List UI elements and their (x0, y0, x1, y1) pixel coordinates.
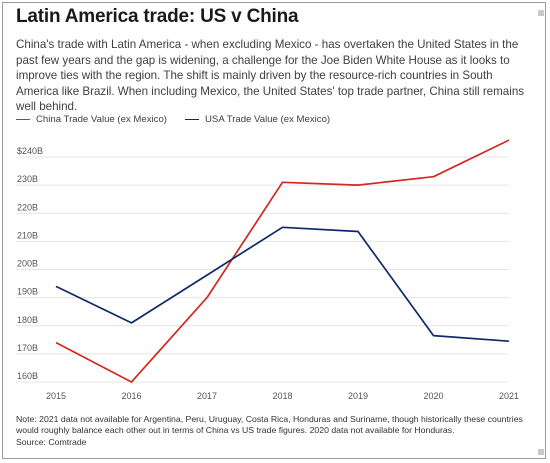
source-text: Source: Comtrade (16, 436, 87, 447)
series-line-usa (55, 226, 510, 343)
footnote-text: Note: 2021 data not available for Argent… (16, 414, 523, 436)
x-tick-label: 2019 (348, 391, 368, 401)
legend-swatch-china (16, 118, 30, 120)
x-tick-label: 2016 (121, 391, 141, 401)
legend-swatch-usa (185, 118, 199, 120)
legend-label-usa: USA Trade Value (ex Mexico) (205, 113, 331, 125)
y-tick-label: 160B (17, 371, 38, 381)
y-tick-label: $240B (17, 146, 43, 156)
x-tick-label: 2020 (423, 391, 443, 401)
legend-item-usa: USA Trade Value (ex Mexico) (185, 114, 330, 125)
x-tick-label: 2017 (197, 391, 217, 401)
series-line-china (55, 139, 510, 383)
chart-subtitle: China's trade with Latin America - when … (16, 38, 525, 114)
x-tick-label: 2015 (46, 391, 66, 401)
y-tick-label: 220B (17, 202, 38, 212)
x-tick-label: 2021 (499, 391, 519, 401)
chart-footnote: Note: 2021 data not available for Argent… (16, 414, 534, 448)
y-tick-label: 170B (17, 343, 38, 353)
scrollbar[interactable] (538, 10, 544, 455)
x-tick-label: 2018 (272, 391, 292, 401)
legend-label-china: China Trade Value (ex Mexico) (36, 113, 167, 125)
chart-title: Latin America trade: US v China (16, 6, 299, 27)
y-tick-label: 200B (17, 259, 38, 269)
chart-frame (2, 2, 546, 459)
y-tick-label: 210B (17, 230, 38, 240)
legend-item-china: China Trade Value (ex Mexico) (16, 114, 167, 125)
scroll-down-arrow[interactable] (538, 449, 544, 455)
chart-legend: China Trade Value (ex Mexico) USA Trade … (16, 112, 348, 126)
y-tick-label: 180B (17, 315, 38, 325)
y-tick-label: 190B (17, 287, 38, 297)
scroll-up-arrow[interactable] (538, 10, 544, 16)
y-tick-label: 230B (17, 174, 38, 184)
